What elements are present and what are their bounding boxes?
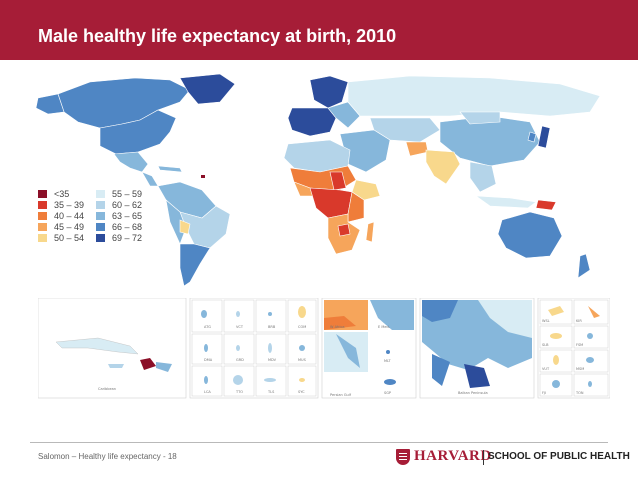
legend-label: 60 – 62 <box>112 200 143 210</box>
legend-label: 40 – 44 <box>54 211 85 221</box>
region-eastern-europe <box>327 101 361 129</box>
region-caribbean <box>157 165 183 173</box>
region-usa <box>99 109 177 155</box>
inset-caribbean-label: Caribbean <box>98 387 116 391</box>
legend-label: 66 – 68 <box>112 222 143 232</box>
world-map <box>30 72 606 290</box>
region-png <box>535 199 557 211</box>
region-brazil <box>179 205 231 249</box>
island-label: MDV <box>268 358 277 362</box>
region-bolivia <box>179 219 191 235</box>
island-label: ATG <box>204 325 211 329</box>
legend-label: 35 – 39 <box>54 200 85 210</box>
inset-maps: Caribbean ATG VCT BRB COM DMA GRD MDV MU… <box>38 298 610 399</box>
region-southeast-asia <box>469 161 497 193</box>
region-new-zealand <box>577 253 591 279</box>
title-bar: Male healthy life expectancy at birth, 2… <box>0 0 638 60</box>
inset-pacific: WSL KIR SLB FSM VUT MSM FJI TON <box>537 298 610 399</box>
legend-swatch <box>96 190 105 198</box>
legend-label: 45 – 49 <box>54 222 85 232</box>
island-label: BRB <box>268 325 276 329</box>
legend-label: 69 – 72 <box>112 233 143 243</box>
region-alaska <box>35 93 65 115</box>
region-zimbabwe <box>337 223 351 237</box>
inset-mlt-label: MLT <box>384 359 391 363</box>
footer-text: Salomon – Healthy life expectancy - 18 <box>38 452 177 461</box>
region-east-africa <box>347 191 365 223</box>
legend-label: 50 – 54 <box>54 233 85 243</box>
region-india <box>425 149 461 185</box>
region-madagascar <box>365 221 375 243</box>
island-label: TTO <box>235 390 243 394</box>
pacific-label: KIR <box>576 319 582 323</box>
region-scandinavia <box>309 75 349 109</box>
legend-swatch <box>96 212 105 220</box>
legend-label: 63 – 65 <box>112 211 143 221</box>
region-greenland <box>179 73 236 105</box>
legend-swatch <box>38 201 47 209</box>
legend-swatch <box>38 234 47 242</box>
slide-title: Male healthy life expectancy at birth, 2… <box>38 26 397 46</box>
legend-label: 55 – 59 <box>112 189 143 199</box>
island-label: SYC <box>298 390 305 394</box>
region-andes <box>165 199 187 245</box>
inset-balkan-label: Balkan Peninsula <box>458 391 488 395</box>
region-korea <box>527 131 537 143</box>
region-mongolia <box>459 111 501 125</box>
region-russia <box>347 75 601 117</box>
pacific-label: VUT <box>542 367 550 371</box>
footer-divider <box>30 442 608 443</box>
island-label: TLS <box>267 390 275 394</box>
island-label: MUS <box>298 358 307 362</box>
island-label: GRD <box>236 358 244 362</box>
pacific-label: TON <box>575 391 584 395</box>
region-australia <box>497 211 563 259</box>
pacific-label: WSL <box>542 319 550 323</box>
legend-swatch <box>96 223 105 231</box>
legend-swatch <box>38 212 47 220</box>
region-haiti <box>201 175 205 178</box>
island-label: DMA <box>204 358 213 362</box>
island-label: COM <box>298 325 306 329</box>
inset-persian-gulf-label: Persian Gulf <box>330 393 352 397</box>
inset-balkan: Balkan Peninsula <box>419 298 535 399</box>
school-name: SCHOOL OF PUBLIC HEALTH <box>488 451 630 462</box>
legend-swatch <box>38 190 47 198</box>
pacific-label: SLB <box>542 343 549 347</box>
region-chad <box>329 171 347 191</box>
harvard-shield-icon <box>396 449 410 465</box>
inset-w-africa-label: W Africa <box>330 325 345 329</box>
region-southern-cone <box>179 243 211 287</box>
inset-e-med-label: E Med. <box>378 325 390 329</box>
island-label: LCA <box>204 390 211 394</box>
pacific-label: FJI <box>542 391 546 395</box>
legend-label: <35 <box>54 189 70 199</box>
pacific-label: MSM <box>576 367 584 371</box>
region-north-africa <box>283 139 351 173</box>
legend-swatch <box>96 234 105 242</box>
legend-swatch <box>96 201 105 209</box>
region-indonesia <box>474 195 537 209</box>
pacific-label: FSM <box>576 343 583 347</box>
region-japan <box>537 125 551 149</box>
region-horn-of-africa <box>351 179 381 201</box>
inset-sgp-label: SGP <box>384 391 391 395</box>
inset-small-islands: ATG VCT BRB COM DMA GRD MDV MUS LCA TTO … <box>189 298 319 399</box>
legend-swatch <box>38 223 47 231</box>
inset-regional: W Africa E Med. Persian Gulf MLT SGP <box>321 298 417 399</box>
logo-divider <box>483 450 484 465</box>
inset-caribbean: Caribbean <box>38 298 187 399</box>
region-china <box>439 115 541 167</box>
harvard-wordmark: HARVARD <box>414 448 492 464</box>
island-label: VCT <box>236 325 244 329</box>
